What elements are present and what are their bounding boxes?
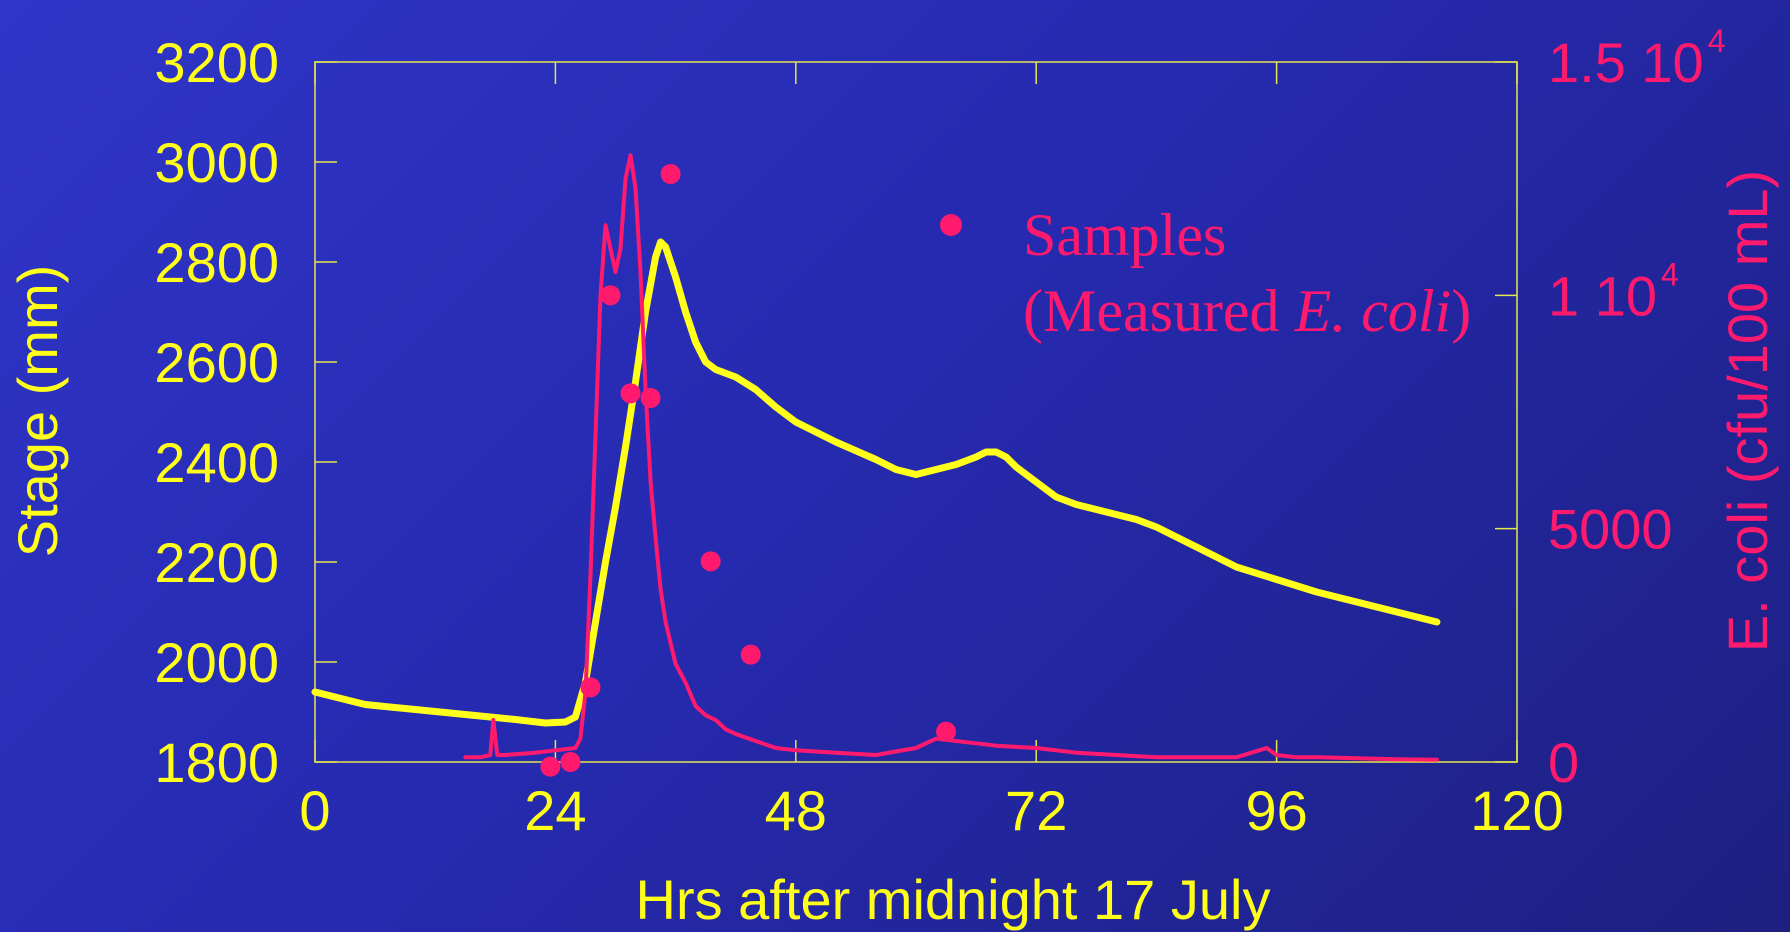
sample-point (600, 285, 621, 306)
sample-point (936, 721, 957, 742)
left-tick-labels: 1800 2000 2200 2400 2600 2800 3000 3200 (154, 31, 279, 794)
sample-point (620, 383, 641, 404)
sample-point (540, 756, 561, 777)
left-tick-label: 2600 (154, 331, 279, 394)
bottom-tick-label: 0 (299, 779, 330, 842)
sample-point (560, 752, 581, 772)
bottom-tick-label: 48 (765, 779, 827, 842)
right-tick-labels: 0 5000 1 10 4 1.5 10 4 (1548, 23, 1726, 794)
legend: Samples (Measured E. coli) (940, 202, 1471, 344)
legend-line2-prefix: (Measured (1023, 278, 1295, 344)
bottom-tick-label: 24 (524, 779, 586, 842)
plot-frame (314, 61, 1518, 763)
ecoli-line (463, 153, 1439, 762)
bottom-tick-label: 120 (1470, 779, 1563, 842)
legend-line2-italic: E. coli (1294, 278, 1452, 344)
sample-point (640, 388, 661, 408)
left-tick-label: 3000 (154, 131, 279, 194)
axis-ticks (314, 61, 1518, 763)
legend-line2-suffix: ) (1451, 278, 1471, 344)
legend-label-line2: (Measured E. coli) (1023, 278, 1471, 344)
left-tick-label: 2000 (154, 631, 279, 694)
right-tick-label: 5000 (1548, 498, 1673, 561)
right-tick-label: 1 10 4 (1548, 256, 1679, 327)
sample-point (700, 551, 721, 572)
legend-label-line1: Samples (1023, 202, 1226, 268)
right-tick-label: 1.5 10 4 (1548, 23, 1726, 94)
bottom-tick-labels: 0 24 48 72 96 120 (299, 779, 1563, 842)
right-axis-title: E. coli (cfu/100 mL) (1716, 170, 1779, 652)
right-tick-label: 0 (1548, 731, 1579, 794)
sample-point (740, 644, 761, 665)
bottom-tick-label: 96 (1245, 779, 1307, 842)
stage-line (311, 238, 1441, 727)
bottom-tick-label: 72 (1005, 779, 1067, 842)
left-tick-label: 2400 (154, 431, 279, 494)
left-tick-label: 2800 (154, 231, 279, 294)
legend-marker (940, 214, 962, 236)
series-layer (311, 153, 1441, 777)
x-axis-title: Hrs after midnight 17 July (636, 868, 1271, 931)
left-tick-label: 2200 (154, 531, 279, 594)
sample-point (580, 677, 601, 698)
sample-point (660, 164, 681, 184)
left-tick-label: 1800 (154, 731, 279, 794)
left-tick-label: 3200 (154, 31, 279, 94)
left-axis-title: Stage (mm) (6, 265, 69, 558)
